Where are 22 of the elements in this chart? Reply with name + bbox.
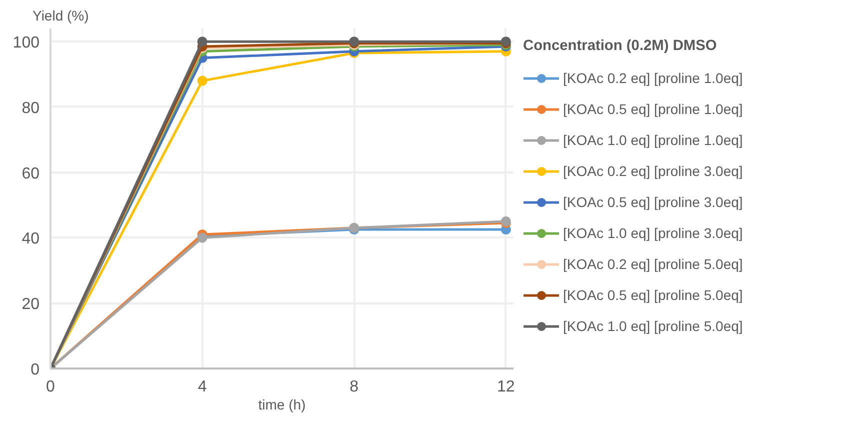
legend-label: [KOAc 1.0 eq] [proline 3.0eq] — [563, 225, 743, 241]
y-tick-label: 80 — [22, 100, 40, 117]
x-tick-label: 12 — [497, 378, 515, 396]
legend-label: [KOAc 0.2 eq] [proline 5.0eq] — [563, 256, 743, 272]
x-tick-label: 8 — [350, 378, 359, 396]
y-tick-label: 100 — [12, 34, 40, 52]
legend-label: [KOAc 0.2 eq] [proline 3.0eq] — [563, 163, 743, 179]
legend-label: [KOAc 0.5 eq] [proline 5.0eq] — [563, 287, 743, 303]
x-tick-label: 4 — [198, 378, 207, 396]
legend-label: [KOAc 0.5 eq] [proline 1.0eq] — [563, 101, 743, 117]
y-axis-title: Yield (%) — [32, 8, 89, 24]
legend-title: Concentration (0.2M) DMSO — [523, 38, 718, 54]
legend-label: [KOAc 1.0 eq] [proline 1.0eq] — [563, 132, 743, 148]
x-axis-title: time (h) — [258, 396, 306, 412]
legend-label: [KOAc 0.5 eq] [proline 3.0eq] — [563, 194, 743, 210]
legend-label: [KOAc 0.2 eq] [proline 1.0eq] — [563, 70, 743, 86]
x-tick-label: 0 — [46, 378, 56, 396]
y-tick-label: 60 — [22, 165, 40, 182]
y-tick-label: 0 — [30, 362, 40, 378]
y-tick-label: 20 — [22, 296, 40, 314]
legend-label: [KOAc 1.0 eq] [proline 5.0eq] — [563, 318, 743, 334]
y-tick-label: 40 — [22, 230, 40, 248]
